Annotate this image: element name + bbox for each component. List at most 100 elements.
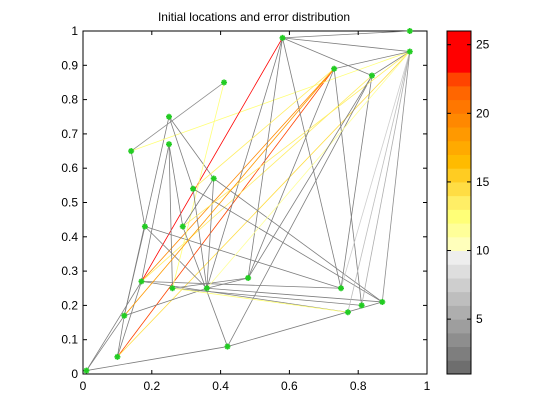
colorbar-ticks: 5 10 15 20 25 <box>447 38 490 326</box>
colorbar-cell <box>447 181 471 197</box>
edge-line <box>172 277 249 289</box>
edge-line <box>117 281 142 357</box>
colorbar-cell <box>447 31 471 46</box>
edge-line <box>182 51 411 227</box>
y-tick-label: 0.2 <box>61 298 78 312</box>
colorbar-tick-label: 5 <box>476 312 483 326</box>
edge-line <box>117 51 411 358</box>
colorbar-cell <box>447 44 471 59</box>
colorbar-tick-label: 20 <box>476 106 490 120</box>
edge-line <box>168 116 194 189</box>
edge-line <box>206 178 215 289</box>
edge-line <box>141 37 283 282</box>
edge-line <box>192 68 335 190</box>
edge-line <box>117 68 335 358</box>
node-marker <box>224 343 231 350</box>
edge-line <box>141 280 342 289</box>
edge-line <box>206 51 411 289</box>
node-marker <box>114 353 121 360</box>
node-marker <box>166 141 172 148</box>
edge-line <box>227 75 373 347</box>
colorbar-cell <box>447 72 471 87</box>
y-tick-label: 0.4 <box>61 230 78 244</box>
colorbar-cell <box>447 127 471 142</box>
edge-line <box>123 68 335 316</box>
edge-line <box>192 188 383 303</box>
edge-line <box>340 75 373 289</box>
edge-line <box>247 37 283 279</box>
colorbar-cell <box>447 209 471 224</box>
node-marker <box>141 223 148 230</box>
y-tick-label: 1 <box>71 24 78 38</box>
x-tick-label: 0.2 <box>143 379 160 393</box>
colorbar-cell <box>447 140 471 155</box>
edge-line <box>247 75 373 279</box>
edge-line <box>227 301 383 347</box>
node-marker <box>179 223 186 230</box>
edge-line <box>144 226 208 289</box>
node-marker <box>358 302 365 309</box>
edge-line <box>86 281 142 371</box>
edge-line <box>333 68 363 306</box>
colorbar-tick-label: 15 <box>476 175 490 189</box>
node-marker <box>128 148 135 155</box>
node-layer <box>83 28 413 374</box>
node-marker <box>138 278 145 285</box>
colorbar-cell <box>447 291 471 306</box>
node-marker <box>368 72 375 79</box>
edge-line <box>86 315 125 371</box>
edge-layer <box>86 30 411 371</box>
colorbar-cell <box>447 154 471 169</box>
edge-line <box>168 144 173 289</box>
y-tick-label: 0.1 <box>61 333 78 347</box>
colorbar-box <box>446 30 472 375</box>
edge-line <box>124 287 207 317</box>
edge-line <box>172 82 225 289</box>
y-tick-label: 0.5 <box>61 196 78 210</box>
node-marker <box>245 274 252 281</box>
x-tick-label: 0.8 <box>350 379 367 393</box>
edge-line <box>347 51 411 313</box>
colorbar: 5 10 15 20 25 <box>446 30 490 375</box>
colorbar-cell <box>447 305 471 320</box>
y-tick-label: 0.9 <box>61 58 78 72</box>
colorbar-cell <box>447 332 471 348</box>
edge-line <box>334 51 410 70</box>
y-tick-label: 0.7 <box>61 127 78 141</box>
edge-line <box>86 346 228 371</box>
colorbar-cells <box>447 31 471 375</box>
colorbar-cell <box>447 250 471 265</box>
edge-line <box>123 116 170 316</box>
colorbar-cell <box>447 195 471 210</box>
colorbar-cell <box>447 99 471 114</box>
y-tick-label: 0.3 <box>61 264 78 278</box>
edge-line <box>168 116 215 179</box>
node-marker <box>190 185 197 192</box>
node-marker <box>338 285 344 292</box>
x-tick-label: 0.6 <box>281 379 298 393</box>
node-marker <box>279 34 286 41</box>
y-tick-label: 0.8 <box>61 93 78 107</box>
edge-line <box>192 188 208 289</box>
edge-line <box>381 51 411 303</box>
x-axis: 0 0.2 0.4 0.6 0.8 1 <box>80 31 431 393</box>
edge-line <box>340 51 411 289</box>
edge-line <box>130 82 225 152</box>
edge-line <box>361 51 411 306</box>
edge-line <box>282 37 342 289</box>
edge-line <box>371 51 411 76</box>
node-marker <box>406 28 413 34</box>
edge-line <box>282 30 410 39</box>
colorbar-tick-label: 25 <box>476 38 490 52</box>
colorbar-cell <box>447 168 471 183</box>
colorbar-cell <box>447 113 471 128</box>
edge-line <box>247 68 335 279</box>
y-axis: 0 0.1 0.2 0.3 0.4 0.5 0.6 0.7 0.8 0.9 1 <box>61 24 427 381</box>
node-marker <box>83 367 90 374</box>
edge-line <box>117 315 125 357</box>
x-tick-label: 0.4 <box>212 379 229 393</box>
y-tick-label: 0 <box>71 367 78 381</box>
colorbar-cell <box>447 346 471 361</box>
edge-line <box>206 277 249 289</box>
